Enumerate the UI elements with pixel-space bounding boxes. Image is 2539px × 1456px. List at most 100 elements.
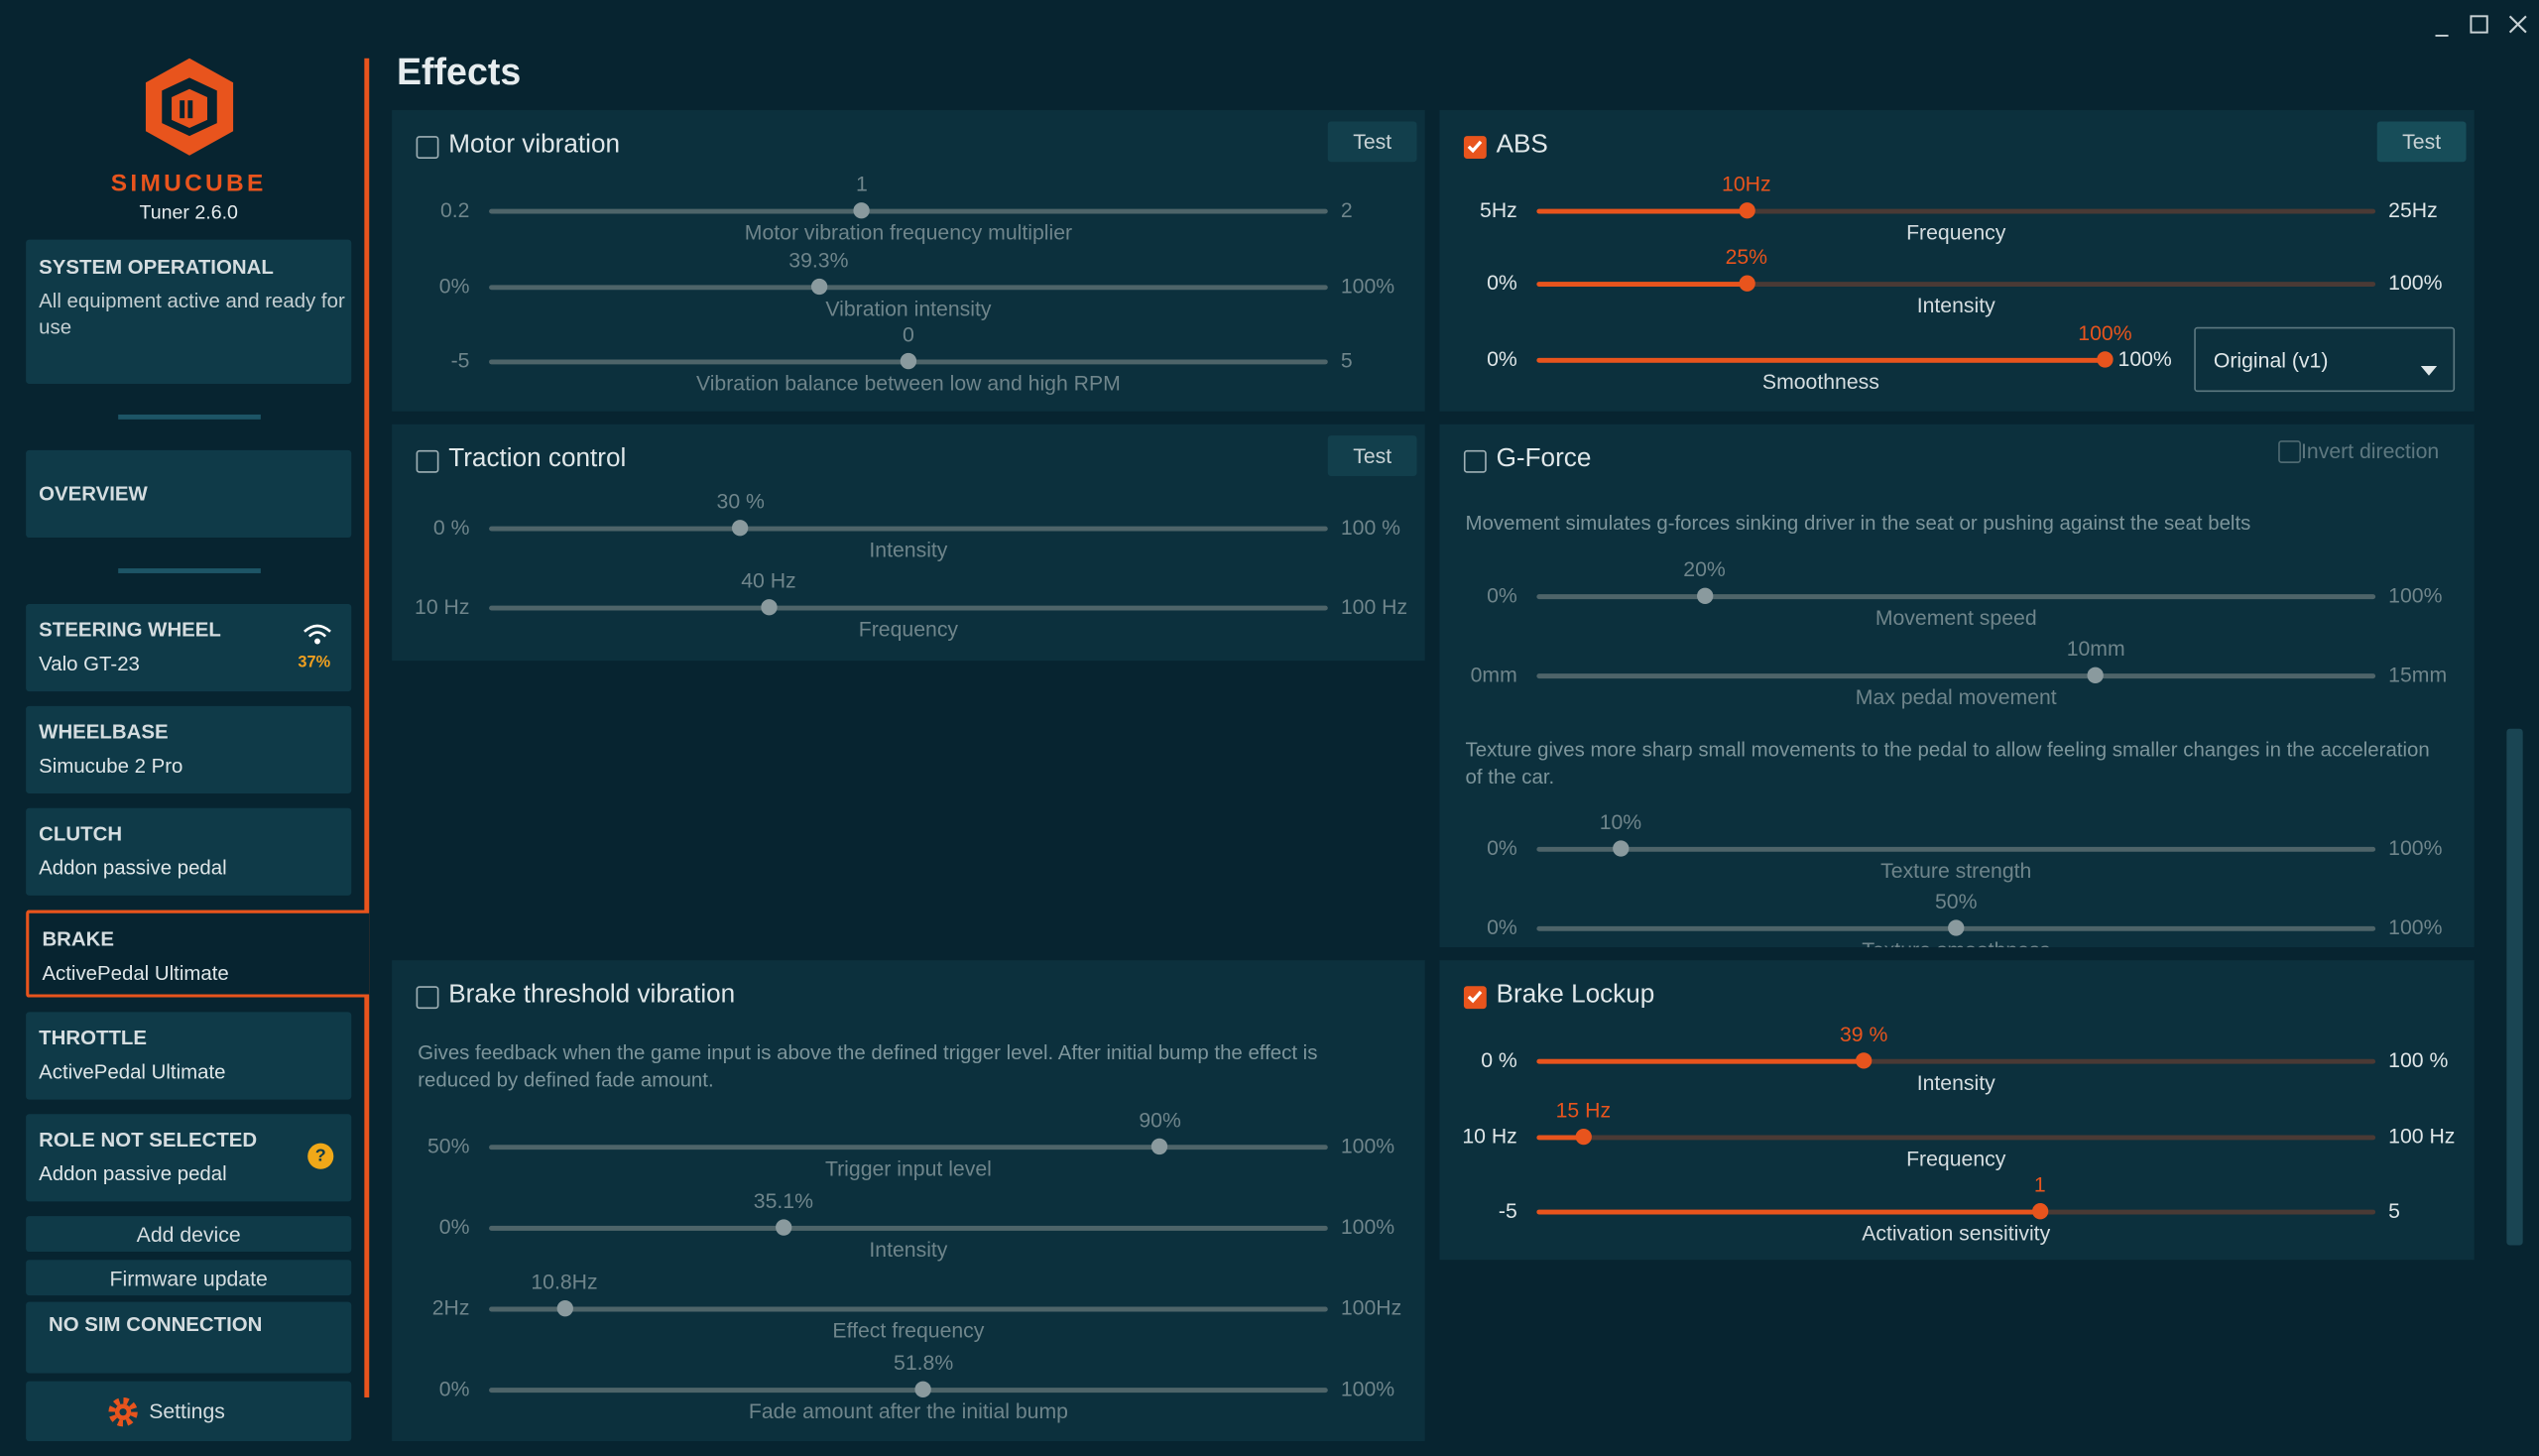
slider-track[interactable] xyxy=(489,1305,1328,1311)
maximize[interactable] xyxy=(2470,15,2488,34)
device-button[interactable]: CLUTCH Addon passive pedal xyxy=(26,807,352,896)
slider-value: 0 xyxy=(902,321,914,347)
slider-track[interactable] xyxy=(489,525,1328,531)
device-name: ActivePedal Ultimate xyxy=(42,961,229,985)
slider-thumb[interactable] xyxy=(2097,351,2114,368)
test-button[interactable]: Test xyxy=(1327,435,1417,476)
device-role: STEERING WHEEL xyxy=(39,618,221,642)
slider-min: 0% xyxy=(1487,914,1517,939)
slider-min: 10 Hz xyxy=(1462,1124,1517,1149)
slider-track[interactable] xyxy=(489,1387,1328,1393)
slider-thumb[interactable] xyxy=(1948,919,1965,936)
slider-thumb[interactable] xyxy=(1738,202,1754,219)
slider-track[interactable] xyxy=(1536,846,2376,851)
slider-track[interactable] xyxy=(489,1225,1328,1230)
slider-name: Frequency xyxy=(858,617,959,642)
test-button[interactable]: Test xyxy=(1327,121,1417,163)
dropdown[interactable]: Original (v1) xyxy=(2194,326,2456,393)
slider-thumb[interactable] xyxy=(900,352,917,370)
close[interactable] xyxy=(2508,15,2527,34)
effect-panel: Traction control Test 0 % 100 % 30 % Intensit… xyxy=(392,424,1425,662)
logo xyxy=(145,58,234,156)
slider-value: 30 % xyxy=(716,489,765,514)
slider-track[interactable] xyxy=(489,207,1328,213)
slider-min: 10 Hz xyxy=(415,594,470,619)
slider-track[interactable] xyxy=(1536,281,2376,287)
slider-max: 100% xyxy=(2117,346,2172,371)
slider-thumb[interactable] xyxy=(1151,1138,1168,1155)
slider-value: 10% xyxy=(1599,809,1642,834)
separator xyxy=(118,414,261,420)
slider-value: 20% xyxy=(1683,556,1726,582)
scrollbar[interactable] xyxy=(2506,728,2523,1246)
slider-thumb[interactable] xyxy=(1856,1052,1873,1069)
slider-thumb[interactable] xyxy=(732,520,749,537)
slider-max: 100% xyxy=(2388,835,2443,860)
slider-name: Intensity xyxy=(1916,1070,1995,1095)
action-button[interactable]: Firmware update xyxy=(26,1260,352,1296)
slider-thumb[interactable] xyxy=(810,278,827,296)
sim-status-label: NO SIM CONNECTION xyxy=(48,1313,263,1336)
slider-thumb[interactable] xyxy=(2088,667,2105,683)
slider-track[interactable] xyxy=(489,284,1328,290)
slider-thumb[interactable] xyxy=(1696,587,1713,604)
slider-track[interactable] xyxy=(1536,1057,2376,1063)
slider-thumb[interactable] xyxy=(2031,1203,2048,1220)
slider-value: 10mm xyxy=(2066,636,2125,662)
enable-checkbox[interactable] xyxy=(416,986,439,1010)
slider-name: Vibration intensity xyxy=(825,296,992,321)
slider-thumb[interactable] xyxy=(775,1219,792,1236)
slider-name: Intensity xyxy=(869,1237,948,1262)
test-button[interactable]: Test xyxy=(2376,121,2467,163)
slider-max: 100Hz xyxy=(1340,1295,1402,1320)
settings-button[interactable]: Settings xyxy=(26,1381,352,1442)
description: Texture gives more sharp small movements… xyxy=(1465,738,2430,789)
description: Gives feedback when the game input is ab… xyxy=(418,1040,1318,1091)
enable-checkbox[interactable] xyxy=(1463,136,1487,159)
slider-track[interactable] xyxy=(1536,207,2376,213)
action-button[interactable]: Add device xyxy=(26,1216,352,1253)
warning-badge: ? xyxy=(307,1143,334,1169)
slider-track[interactable] xyxy=(489,604,1328,610)
slider-thumb[interactable] xyxy=(914,1381,932,1397)
device-button[interactable]: BRAKE ActivePedal Ultimate xyxy=(26,910,370,998)
slider-min: 0% xyxy=(1487,582,1517,608)
device-button[interactable]: THROTTLE ActivePedal Ultimate xyxy=(26,1012,352,1100)
overview-button[interactable]: OVERVIEW xyxy=(26,449,352,539)
slider-name: Intensity xyxy=(1916,293,1995,317)
overview-label: OVERVIEW xyxy=(39,482,148,506)
slider-max: 100 Hz xyxy=(1340,594,1408,619)
slider-thumb[interactable] xyxy=(760,599,778,616)
slider-thumb[interactable] xyxy=(1612,840,1630,857)
enable-checkbox[interactable] xyxy=(1463,449,1487,473)
enable-checkbox[interactable] xyxy=(1463,986,1487,1010)
slider-min: 0 % xyxy=(1481,1047,1517,1072)
enable-checkbox[interactable] xyxy=(416,136,439,159)
slider-thumb[interactable] xyxy=(555,1300,573,1317)
slider-thumb[interactable] xyxy=(1575,1128,1592,1146)
wifi-icon xyxy=(302,622,334,648)
slider-track[interactable] xyxy=(1536,593,2376,599)
device-button[interactable]: ROLE NOT SELECTED Addon passive pedal? xyxy=(26,1114,352,1202)
slider-min: 0.2 xyxy=(439,197,470,222)
device-role: WHEELBASE xyxy=(39,720,169,744)
slider-track[interactable] xyxy=(1536,1134,2376,1140)
enable-checkbox[interactable] xyxy=(416,449,439,473)
slider-track[interactable] xyxy=(489,1144,1328,1150)
slider-max: 25Hz xyxy=(2388,197,2438,222)
slider-thumb[interactable] xyxy=(853,202,871,219)
panel-title: G-Force xyxy=(1496,444,1592,473)
panel-title: Motor vibration xyxy=(448,131,621,159)
slider-value: 90% xyxy=(1139,1107,1181,1133)
device-button[interactable]: STEERING WHEEL Valo GT-23 37% xyxy=(26,603,352,692)
slider-track[interactable] xyxy=(1536,672,2376,678)
slider-value: 100% xyxy=(2078,320,2132,345)
device-role: THROTTLE xyxy=(39,1027,148,1049)
device-button[interactable]: WHEELBASE Simucube 2 Pro xyxy=(26,705,352,793)
slider-name: Max pedal movement xyxy=(1855,684,2057,710)
dropdown-value: Original (v1) xyxy=(2213,348,2329,373)
option-checkbox[interactable] xyxy=(2278,440,2301,463)
slider-thumb[interactable] xyxy=(1738,275,1754,292)
device-role: ROLE NOT SELECTED xyxy=(39,1128,258,1152)
battery-level: 37% xyxy=(298,654,331,672)
